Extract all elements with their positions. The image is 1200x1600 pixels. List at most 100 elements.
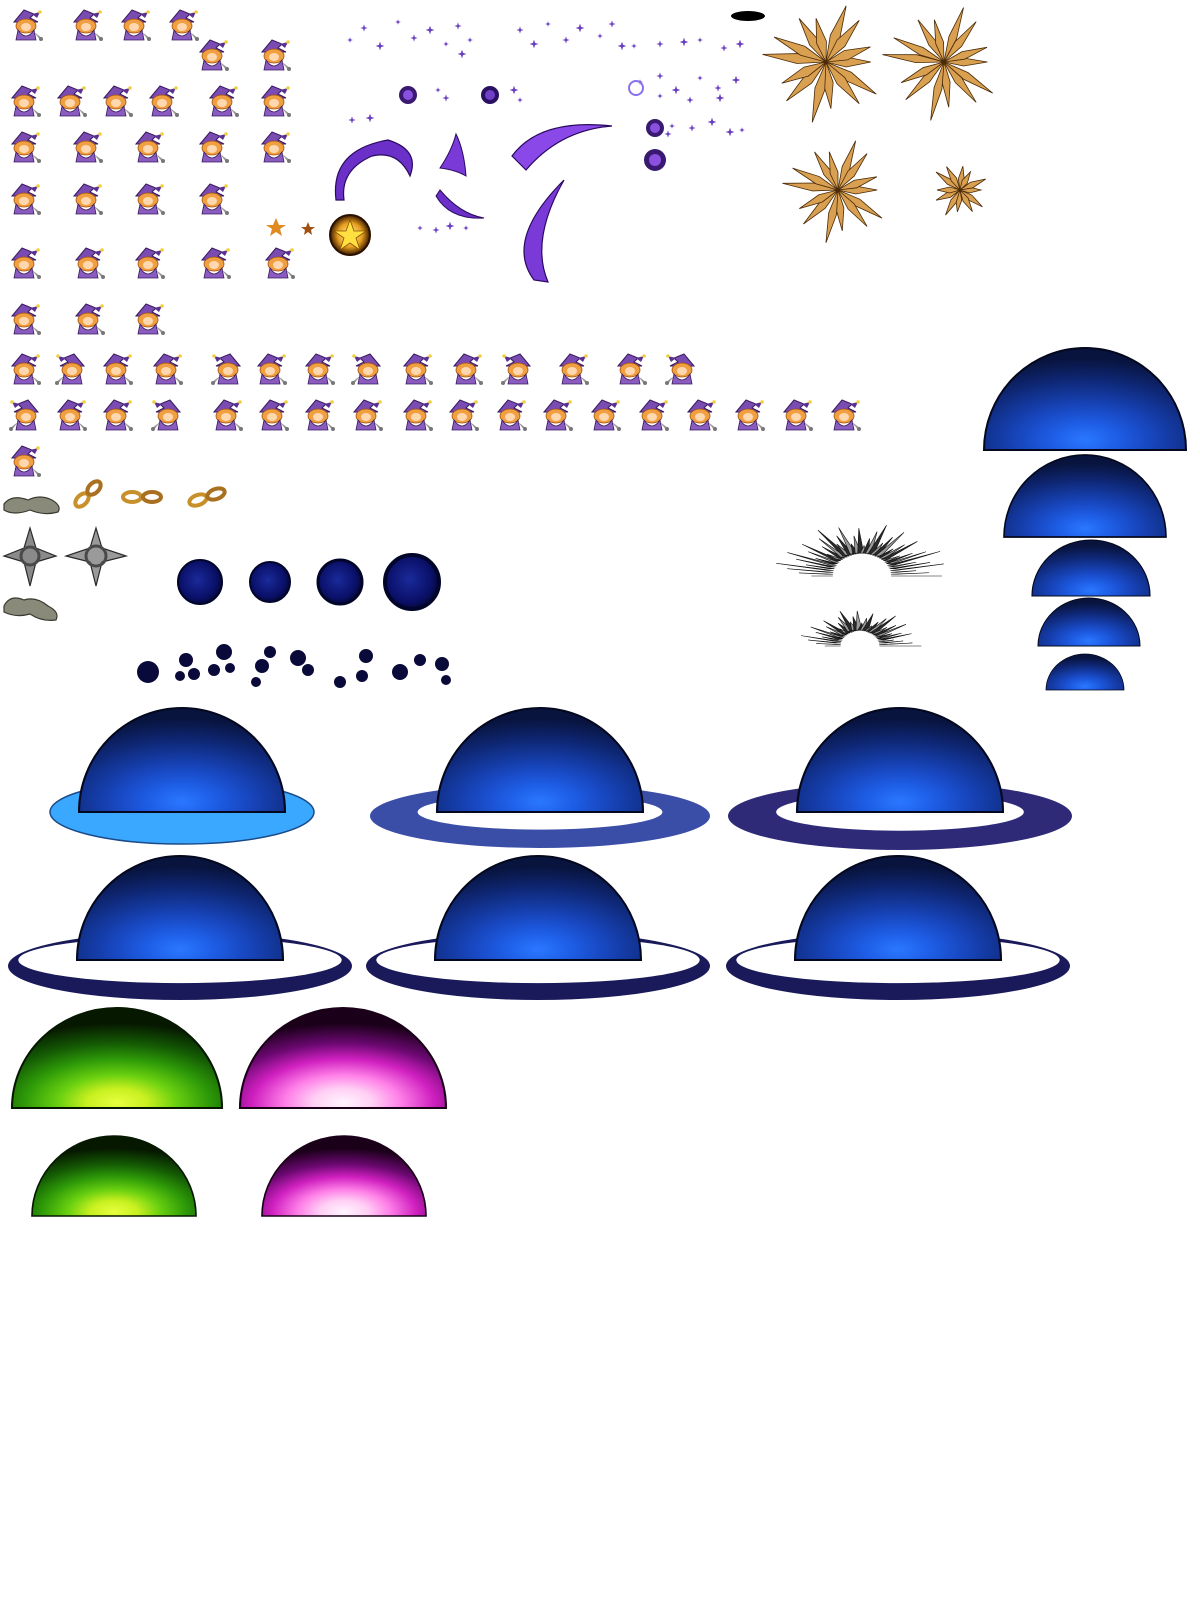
dark-orb-3 xyxy=(316,558,364,606)
character-frame xyxy=(210,353,241,386)
character-frame xyxy=(11,131,42,164)
sparkle xyxy=(443,41,449,47)
star-orb xyxy=(329,214,371,256)
character-frame xyxy=(497,399,528,432)
chain-link-1 xyxy=(73,479,103,509)
sparkle xyxy=(731,75,741,85)
character-frame xyxy=(11,353,42,386)
rock-club-2 xyxy=(3,597,58,621)
slash-arc-1 xyxy=(334,139,413,201)
sparkle xyxy=(457,49,467,59)
shadow-burst-1 xyxy=(776,524,944,577)
character-frame xyxy=(687,399,718,432)
character-frame xyxy=(103,353,134,386)
slash-arc-4 xyxy=(511,124,613,171)
character-frame xyxy=(103,399,134,432)
character-frame xyxy=(103,85,134,118)
sparkle xyxy=(679,37,689,47)
character-frame xyxy=(135,131,166,164)
character-frame xyxy=(265,247,296,280)
sparkle xyxy=(715,93,725,103)
character-frame xyxy=(11,303,42,336)
ringed-dome xyxy=(8,854,352,1000)
sparkle xyxy=(608,20,616,28)
slash-arc-5 xyxy=(523,179,565,283)
orb-purple-2 xyxy=(481,86,499,104)
character-frame xyxy=(559,353,590,386)
shadow-ellipse xyxy=(731,11,765,21)
ringed-dome xyxy=(728,706,1072,850)
character-frame xyxy=(199,39,230,72)
sparkle xyxy=(467,37,473,43)
spike-burst-1 xyxy=(762,5,877,123)
character-frame xyxy=(121,9,152,42)
spiked-ball-2 xyxy=(63,525,129,587)
ringed-dome xyxy=(49,706,315,845)
sparkle xyxy=(597,33,603,39)
slash-arc-2 xyxy=(439,132,467,177)
character-frame xyxy=(305,399,336,432)
sparkle xyxy=(517,97,523,103)
character-frame xyxy=(543,399,574,432)
spike-bursts xyxy=(762,5,994,243)
character-frame xyxy=(213,399,244,432)
sparkle xyxy=(656,40,664,48)
small-star-2 xyxy=(301,222,315,235)
character-frame xyxy=(75,247,106,280)
character-frame xyxy=(199,131,230,164)
ringed-dome xyxy=(366,854,710,1000)
blue-dome xyxy=(1003,454,1167,538)
sparkle xyxy=(656,72,664,80)
character-frame xyxy=(11,445,42,478)
sparkle xyxy=(435,87,441,93)
character-frame xyxy=(11,247,42,280)
character-frame xyxy=(57,399,88,432)
character-frame xyxy=(135,247,166,280)
spike-burst-3 xyxy=(782,140,883,243)
character-frame xyxy=(259,399,290,432)
character-frame xyxy=(735,399,766,432)
sparkle xyxy=(410,34,418,42)
sparkle xyxy=(617,41,627,51)
ringed-domes xyxy=(8,706,1072,1000)
sparkle xyxy=(657,93,663,99)
blue-dome xyxy=(1045,653,1125,691)
character-frame xyxy=(257,353,288,386)
character-frame xyxy=(403,353,434,386)
character-frame xyxy=(831,399,862,432)
sparkle xyxy=(686,96,694,104)
character-frame xyxy=(11,85,42,118)
character-frame xyxy=(664,353,695,386)
dark-orb-4 xyxy=(383,553,441,611)
spike-burst-2 xyxy=(882,7,994,121)
blue-dome xyxy=(982,346,1188,452)
shadow-burst-2 xyxy=(801,610,922,647)
sparkle xyxy=(725,127,735,137)
character-frame xyxy=(57,85,88,118)
sparkle xyxy=(516,26,524,34)
character-frame xyxy=(73,183,104,216)
character-frame xyxy=(591,399,622,432)
character-frame xyxy=(209,85,240,118)
blue-dome-stack xyxy=(982,346,1188,691)
sparkle xyxy=(347,37,353,43)
sparkle xyxy=(375,41,385,51)
character-frame xyxy=(403,399,434,432)
chain-link-3 xyxy=(187,486,227,508)
character-frame xyxy=(149,85,180,118)
sparkle xyxy=(697,37,703,43)
magenta-dome-large xyxy=(238,1006,448,1110)
sparkle xyxy=(735,39,745,49)
character-frame xyxy=(8,399,39,432)
green-dome-small xyxy=(31,1135,197,1217)
sparkle xyxy=(454,22,462,30)
sparkle xyxy=(442,94,450,102)
character-frame xyxy=(54,353,85,386)
sparkle xyxy=(432,226,440,234)
rock-club-1 xyxy=(3,496,60,515)
sparkle xyxy=(575,23,585,33)
sparkle xyxy=(739,127,745,133)
character-frame xyxy=(135,183,166,216)
character-frame xyxy=(617,353,648,386)
